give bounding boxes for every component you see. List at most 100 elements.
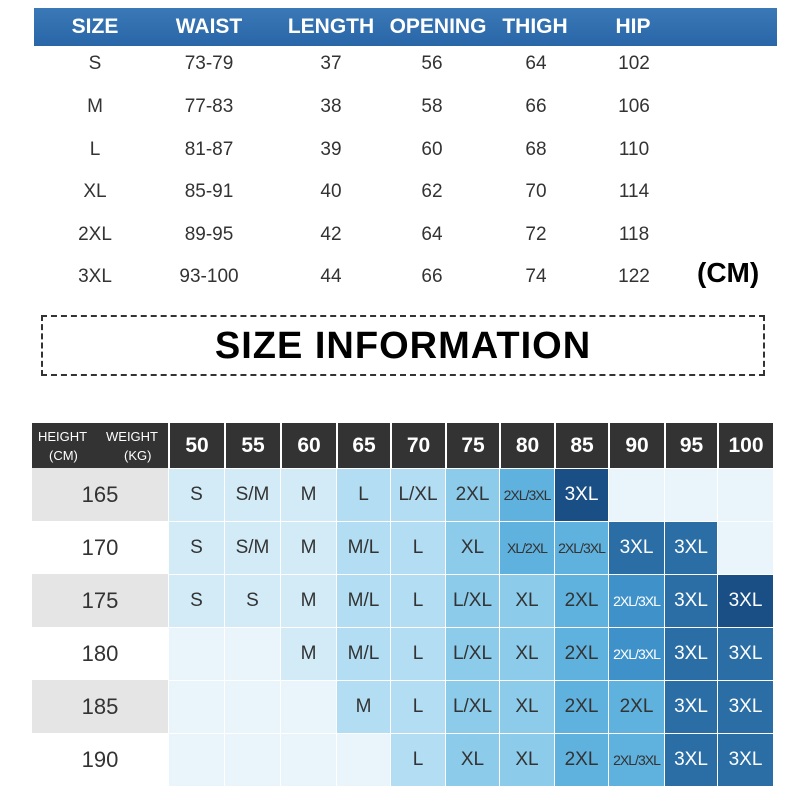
height-header: 190 xyxy=(32,733,168,786)
size-cell: 3XL xyxy=(554,468,608,521)
size-table-cell: L xyxy=(89,139,101,160)
size-cell: XL xyxy=(499,574,554,627)
size-cell: 3XL xyxy=(664,733,717,786)
size-cell: S xyxy=(168,574,224,627)
height-header: 175 xyxy=(32,574,168,627)
size-table-cell: 39 xyxy=(320,139,342,160)
height-header: 185 xyxy=(32,680,168,733)
size-cell: S xyxy=(168,468,224,521)
size-cell: L xyxy=(390,627,445,680)
size-table-header: SIZE WAIST LENGTH OPENING THIGH HIP xyxy=(34,8,777,46)
size-cell: 2XL xyxy=(554,574,608,627)
size-table-cell: XL xyxy=(83,181,107,202)
size-table-cell: 60 xyxy=(421,139,443,160)
corner-height-unit: (CM) xyxy=(49,448,78,463)
section-title-box: SIZE INFORMATION xyxy=(41,315,765,376)
size-cell: L xyxy=(390,680,445,733)
size-table-cell: 110 xyxy=(618,139,650,160)
size-cell: L xyxy=(390,521,445,574)
size-table-cell: 58 xyxy=(421,96,443,117)
height-header: 165 xyxy=(32,468,168,521)
size-table-cell: 93-100 xyxy=(179,266,239,287)
header-opening: OPENING xyxy=(389,15,487,38)
corner-weight-unit: (KG) xyxy=(124,448,152,463)
size-cell: L xyxy=(336,468,390,521)
corner-weight-label: WEIGHT xyxy=(106,429,158,444)
size-cell: XL xyxy=(499,680,554,733)
size-cell: M xyxy=(280,627,336,680)
weight-header: 55 xyxy=(224,423,280,468)
size-table-cell: 64 xyxy=(525,53,547,74)
size-cell xyxy=(608,468,664,521)
size-cell: S/M xyxy=(224,468,280,521)
size-cell: 2XL xyxy=(554,733,608,786)
size-cell: XL xyxy=(445,521,499,574)
size-cell: 2XL xyxy=(608,680,664,733)
size-cell xyxy=(168,680,224,733)
size-cell: 3XL xyxy=(717,680,773,733)
size-cell: 2XL xyxy=(554,680,608,733)
size-table-row: XL 85-91 40 62 70 114 xyxy=(0,181,800,211)
size-cell: M xyxy=(280,521,336,574)
header-thigh: THIGH xyxy=(502,15,568,38)
size-cell: S xyxy=(168,521,224,574)
size-cell xyxy=(717,468,773,521)
size-cell: M xyxy=(336,680,390,733)
size-table-cell: 122 xyxy=(618,266,650,287)
size-cell: L/XL xyxy=(445,574,499,627)
size-cell: L xyxy=(390,574,445,627)
size-table-row: 3XL 93-100 44 66 74 122 xyxy=(0,266,800,296)
size-cell xyxy=(168,733,224,786)
size-cell xyxy=(224,680,280,733)
size-table-cell: 102 xyxy=(618,53,650,74)
weight-header: 80 xyxy=(499,423,554,468)
size-table-cell: 56 xyxy=(421,53,443,74)
header-length: LENGTH xyxy=(287,15,375,38)
size-table-cell: 42 xyxy=(320,224,342,245)
size-cell: S xyxy=(224,574,280,627)
weight-header: 85 xyxy=(554,423,608,468)
size-table-cell: 40 xyxy=(320,181,342,202)
size-cell: 2XL xyxy=(445,468,499,521)
size-table-cell: 66 xyxy=(421,266,443,287)
size-table-cell: 2XL xyxy=(78,224,112,245)
size-cell: XL/2XL xyxy=(499,521,554,574)
weight-header: 90 xyxy=(608,423,664,468)
size-cell: 3XL xyxy=(664,680,717,733)
size-table-row: 2XL 89-95 42 64 72 118 xyxy=(0,224,800,254)
size-table-row: S 73-79 37 56 64 102 xyxy=(0,53,800,83)
size-cell: L/XL xyxy=(445,680,499,733)
size-cell: M/L xyxy=(336,574,390,627)
header-waist: WAIST xyxy=(175,15,243,38)
weight-header: 50 xyxy=(168,423,224,468)
weight-header: 70 xyxy=(390,423,445,468)
unit-label: (CM) xyxy=(697,257,760,288)
size-cell xyxy=(168,627,224,680)
size-cell: 3XL xyxy=(664,521,717,574)
size-table-cell: 77-83 xyxy=(184,96,234,117)
size-table-cell: 114 xyxy=(618,181,650,202)
size-cell: 2XL/3XL xyxy=(499,468,554,521)
size-cell: 3XL xyxy=(717,627,773,680)
size-cell: 3XL xyxy=(664,574,717,627)
section-title: SIZE INFORMATION xyxy=(214,325,592,367)
size-table-cell: 89-95 xyxy=(184,224,234,245)
size-cell: 2XL/3XL xyxy=(554,521,608,574)
size-table-cell: 73-79 xyxy=(184,53,234,74)
size-cell: L/XL xyxy=(390,468,445,521)
size-table-cell: 106 xyxy=(618,96,650,117)
size-cell: 2XL xyxy=(554,627,608,680)
weight-header: 65 xyxy=(336,423,390,468)
size-cell xyxy=(664,468,717,521)
size-table-row: L 81-87 39 60 68 110 xyxy=(0,139,800,169)
size-cell: M/L xyxy=(336,627,390,680)
size-cell: XL xyxy=(499,627,554,680)
size-table-cell: 3XL xyxy=(78,266,112,287)
size-table-cell: 44 xyxy=(320,266,342,287)
size-cell: 3XL xyxy=(717,574,773,627)
size-cell: L/XL xyxy=(445,627,499,680)
size-table-row: M 77-83 38 58 66 106 xyxy=(0,96,800,126)
size-cell xyxy=(224,627,280,680)
size-table-cell: 62 xyxy=(421,181,443,202)
size-cell: 3XL xyxy=(717,733,773,786)
